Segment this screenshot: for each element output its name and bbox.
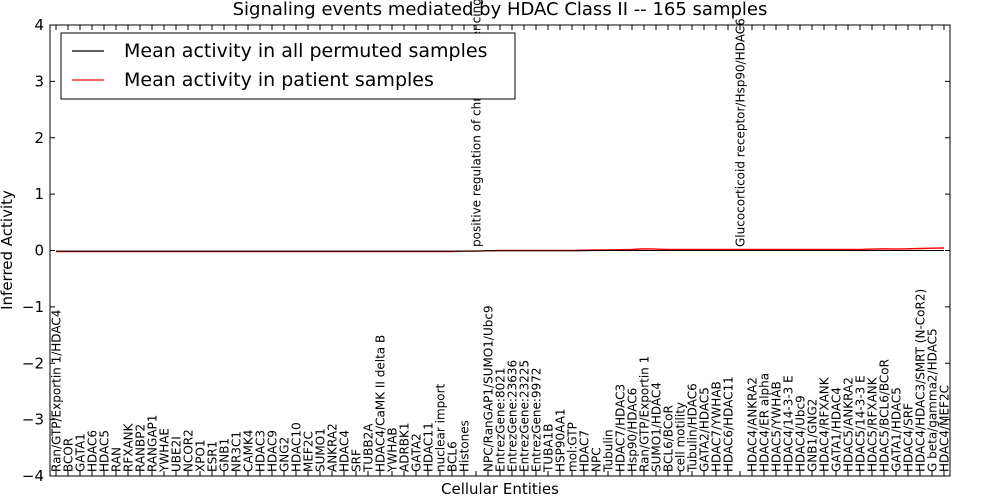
x-tick-label: NCOR2 bbox=[182, 429, 196, 472]
x-tick-label: GNB1 bbox=[218, 438, 232, 472]
x-tick-label: HDAC11 bbox=[422, 422, 436, 472]
y-tick-label: 4 bbox=[34, 16, 44, 34]
legend-label: Mean activity in all permuted samples bbox=[124, 40, 487, 62]
x-axis-label: Cellular Entities bbox=[441, 480, 559, 498]
x-tick-label: HDAC4 bbox=[338, 430, 352, 472]
x-tick-label: SUMO1 bbox=[314, 428, 328, 472]
x-tick-label: HDAC5/ANKRA2 bbox=[842, 377, 856, 472]
x-tick-label: HDAC4/MEF2C bbox=[938, 385, 952, 472]
x-tick-label: RANBP2 bbox=[134, 424, 148, 472]
x-tick-label: EntrezGene:9972 bbox=[530, 368, 544, 473]
x-tick-label: UBE2I bbox=[170, 436, 184, 472]
x-tick-label: EntrezGene:8021 bbox=[494, 368, 508, 473]
y-tick-label: 0 bbox=[34, 242, 44, 260]
x-tick-label: HDAC7/HDAC3 bbox=[614, 384, 628, 472]
x-tick-label: cell motility bbox=[674, 402, 688, 472]
x-tick-label: HDAC5/RFXANK bbox=[866, 376, 880, 472]
y-tick-label: 3 bbox=[34, 72, 44, 90]
x-tick-label: GATA2/HDAC5 bbox=[698, 387, 712, 472]
x-tick-label: SUMO1/HDAC4 bbox=[650, 382, 664, 472]
chart-title: Signaling events mediated by HDAC Class … bbox=[233, 0, 768, 20]
series-lines bbox=[56, 247, 945, 253]
y-axis-ticks: −4 −3 −2 −1 0 1 2 3 4 bbox=[22, 16, 950, 485]
x-tick-label: HDAC9 bbox=[266, 430, 280, 472]
x-tick-label: Hsp90/HDAC6 bbox=[626, 388, 640, 472]
x-tick-label: Ran/GTP/Exportin 1 bbox=[638, 356, 652, 472]
x-tick-label: BCOR bbox=[62, 438, 76, 472]
x-tick-label: RANGAP1 bbox=[146, 415, 160, 472]
x-tick-label: ESR1 bbox=[206, 441, 220, 472]
y-tick-label: −4 bbox=[22, 467, 44, 485]
x-tick-label: HDAC5/YWHAB bbox=[770, 381, 784, 472]
x-tick-label: HDAC6 bbox=[86, 430, 100, 472]
y-axis-label: Inferred Activity bbox=[0, 190, 16, 310]
x-tick-label: HDAC7/YWHAB bbox=[710, 381, 724, 472]
x-axis-ticks: Ran/GTP/Exportin 1/HDAC4BCORGATA1HDAC6HD… bbox=[50, 0, 952, 476]
x-tick-label: HDAC4/SRF bbox=[902, 403, 916, 472]
x-tick-label: EntrezGene:23636 bbox=[506, 360, 520, 472]
x-tick-label: TUBB2A bbox=[362, 423, 376, 473]
x-tick-label: RAN bbox=[110, 447, 124, 472]
x-tick-label: Ran/GTP/Exportin 1/HDAC4 bbox=[50, 310, 64, 472]
x-tick-label: CAMK4 bbox=[242, 430, 256, 472]
x-tick-label: NPC/RanGAP1/SUMO1/Ubc9 bbox=[482, 305, 496, 472]
x-tick-label: BCL6 bbox=[446, 441, 460, 472]
x-tick-label: NPC bbox=[590, 447, 604, 472]
x-tick-label: Glucocorticoid receptor/Hsp90/HDAC6 bbox=[734, 18, 748, 247]
x-tick-label: EntrezGene:23225 bbox=[518, 360, 532, 472]
legend-label: Mean activity in patient samples bbox=[124, 69, 434, 91]
x-tick-label: HDAC6/HDAC11 bbox=[722, 376, 736, 472]
y-tick-label: −3 bbox=[22, 411, 44, 429]
x-tick-label: HDAC7 bbox=[578, 430, 592, 472]
x-tick-label: HDAC5 bbox=[98, 430, 112, 472]
x-tick-label: SRF bbox=[350, 449, 364, 472]
x-tick-label: HDAC4/Ubc9 bbox=[794, 395, 808, 472]
y-tick-label: −1 bbox=[22, 298, 44, 316]
x-tick-label: Tubulin bbox=[602, 429, 616, 473]
x-tick-label: GATA1/HDAC5 bbox=[890, 387, 904, 472]
x-tick-label: HDAC4/ER alpha bbox=[758, 373, 772, 472]
x-tick-label: RFXANK bbox=[122, 422, 136, 472]
x-tick-label: HDAC4/ANKRA2 bbox=[746, 377, 760, 472]
y-tick-label: 1 bbox=[34, 185, 44, 203]
series-line bbox=[56, 250, 944, 252]
x-tick-label: GATA1/HDAC4 bbox=[830, 387, 844, 472]
plot-frame bbox=[49, 24, 951, 477]
x-tick-label: MEF2C bbox=[302, 431, 316, 472]
x-tick-label: ANKRA2 bbox=[326, 423, 340, 472]
x-tick-label: XPO1 bbox=[194, 439, 208, 472]
x-tick-label: HDAC5/14-3-3 E bbox=[854, 375, 868, 472]
x-tick-label: YWHAE bbox=[158, 428, 172, 473]
y-tick-label: 2 bbox=[34, 129, 44, 147]
x-tick-label: HDAC4/CaMK II delta B bbox=[374, 335, 388, 472]
x-tick-label: mol:GTP bbox=[566, 422, 580, 472]
x-tick-label: GNG2 bbox=[278, 437, 292, 472]
y-tick-label: −2 bbox=[22, 354, 44, 372]
x-tick-label: HDAC10 bbox=[290, 422, 304, 472]
x-tick-label: HDAC3 bbox=[254, 430, 268, 472]
x-tick-label: GATA1 bbox=[74, 433, 88, 472]
x-tick-label: G beta/gamma2/HDAC5 bbox=[926, 328, 940, 472]
x-tick-label: ADRBK1 bbox=[398, 422, 412, 472]
legend-box bbox=[60, 32, 516, 100]
x-tick-label: BCL6/BCoR bbox=[662, 405, 676, 472]
x-tick-label: HDAC4/HDAC3/SMRT (N-CoR2) bbox=[914, 289, 928, 472]
x-tick-label: GNB1/GNG2 bbox=[806, 399, 820, 472]
x-tick-label: Tubulin/HDAC6 bbox=[686, 383, 700, 473]
x-tick-label: NR3C1 bbox=[230, 431, 244, 472]
x-tick-label: YWHAB bbox=[386, 427, 400, 473]
x-tick-label: HDAC4/RFXANK bbox=[818, 376, 832, 472]
x-tick-label: HDAC4/14-3-3 E bbox=[782, 375, 796, 472]
x-tick-label: HSP90AA1 bbox=[554, 408, 568, 472]
x-tick-label: HDAC5/BCL6/BCoR bbox=[878, 359, 892, 472]
x-tick-label: TUBA1B bbox=[542, 424, 556, 473]
x-tick-label: GATA2 bbox=[410, 433, 424, 472]
x-tick-label: Histones bbox=[458, 420, 472, 472]
legend: Mean activity in all permuted samples Mea… bbox=[60, 32, 516, 100]
x-tick-label: nuclear import bbox=[434, 383, 448, 472]
